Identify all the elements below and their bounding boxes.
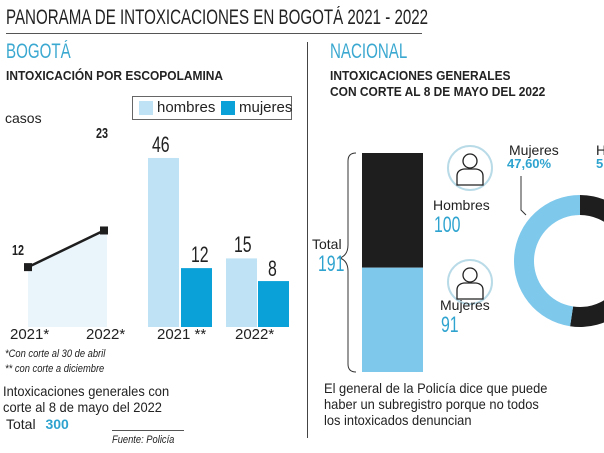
bar-mujeres-1 xyxy=(258,281,289,327)
bar-mujeres-0 xyxy=(181,268,212,327)
donut-mujeres-pct: 47,60% xyxy=(507,156,552,171)
mujeres-label: Mujeres xyxy=(440,297,490,313)
total-label: Total xyxy=(6,416,36,432)
man-icon xyxy=(456,168,484,186)
bogota-subtitle: INTOXICACIÓN POR ESCOPOLAMINA xyxy=(6,68,224,83)
mujeres-value: 91 xyxy=(441,312,459,337)
nacional-note-line-2: haber un subregistro porque no todos xyxy=(324,396,539,412)
source: Fuente: Policía xyxy=(112,434,175,446)
bar-label-2022-mujeres: 8 xyxy=(268,256,277,281)
line-point-0 xyxy=(24,263,32,272)
bogota-total: Total 300 xyxy=(6,416,69,432)
legend-swatch-mujeres xyxy=(221,101,235,115)
donut-slice-hombres xyxy=(570,195,604,327)
line-point-1 xyxy=(100,226,108,235)
donut-hombres-label: H xyxy=(596,142,604,158)
footnote-2: ** con corte a diciembre xyxy=(5,363,105,375)
hombres-value: 100 xyxy=(434,212,461,237)
nacional-note-line-1: El general de la Policía dice que puede xyxy=(324,380,548,396)
bar-label-2021-hombres: 46 xyxy=(152,132,170,157)
donut-mujeres-label: Mujeres xyxy=(509,142,559,158)
x-tick-line-2022: 2022* xyxy=(86,326,126,343)
line-label-2022: 23 xyxy=(96,125,109,142)
bogota-note-line-1: Intoxicaciones generales con xyxy=(3,383,170,399)
x-tick-line-2021: 2021* xyxy=(10,326,50,343)
total-bracket xyxy=(338,152,357,373)
legend: hombres mujeres xyxy=(132,96,292,120)
section-divider xyxy=(307,42,308,438)
bogota-heading: BOGOTÁ xyxy=(6,40,71,63)
bar-hombres-1 xyxy=(226,258,257,327)
nacional-total-value: 191 xyxy=(318,251,345,276)
bar-hombres-0 xyxy=(148,157,179,327)
man-icon-circle xyxy=(447,145,493,191)
x-tick-bar-2021: 2021 ** xyxy=(157,326,207,343)
legend-swatch-hombres xyxy=(139,101,153,115)
legend-label-hombres: hombres xyxy=(157,99,216,116)
y-axis-label: casos xyxy=(5,110,42,126)
legend-label-mujeres: mujeres xyxy=(239,99,293,116)
donut-slice-mujeres xyxy=(514,195,580,327)
bar-label-2021-mujeres: 12 xyxy=(191,242,209,267)
line-label-2021: 12 xyxy=(12,242,25,259)
bar-label-2022-hombres: 15 xyxy=(234,232,252,257)
line-area xyxy=(28,230,107,327)
line-series xyxy=(27,229,105,269)
hombres-label: Hombres xyxy=(433,197,490,213)
source-rule xyxy=(112,430,184,431)
stacked-bar-hombres xyxy=(362,153,423,268)
nacional-total-label: Total xyxy=(312,236,342,252)
man-icon-head xyxy=(462,153,478,169)
footnote-1: *Con corte al 30 de abril xyxy=(5,348,106,360)
stacked-bar-mujeres xyxy=(362,267,423,372)
page-title: PANORAMA DE INTOXICACIONES EN BOGOTÁ 202… xyxy=(6,6,429,29)
woman-icon-head xyxy=(462,267,478,283)
nacional-heading: NACIONAL xyxy=(330,40,408,63)
bogota-chart xyxy=(24,157,289,327)
x-tick-bar-2022: 2022* xyxy=(235,326,275,343)
nacional-note-line-3: los intoxicados denuncian xyxy=(324,412,472,428)
woman-icon xyxy=(456,282,484,300)
woman-icon-circle xyxy=(447,259,493,305)
nacional-subtitle-2: CON CORTE AL 8 DE MAYO DEL 2022 xyxy=(330,84,546,99)
bogota-note-line-2: corte al 8 de mayo del 2022 xyxy=(3,399,162,415)
donut-leader-line xyxy=(520,176,527,216)
nacional-subtitle-1: INTOXICACIONES GENERALES xyxy=(330,68,511,83)
donut-hombres-pct: 5 xyxy=(596,156,604,171)
total-value: 300 xyxy=(45,416,69,432)
title-rule xyxy=(6,33,422,34)
